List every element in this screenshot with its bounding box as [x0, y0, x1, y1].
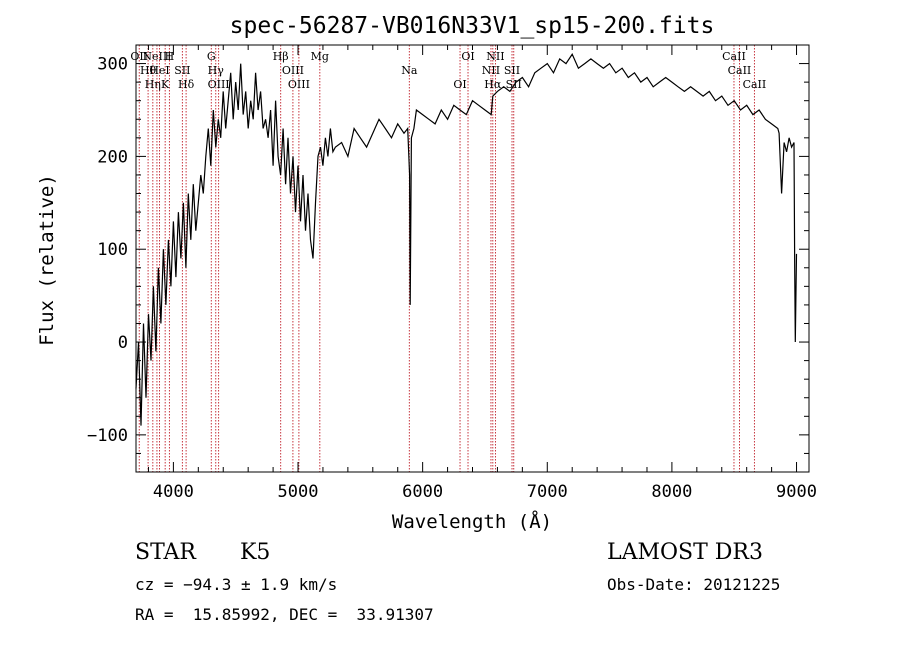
redshift-text: cz = −94.3 ± 1.9 km/s — [135, 575, 338, 594]
plot-frame — [135, 44, 810, 473]
spectral-line-label: OI — [461, 50, 474, 63]
subclass: K5 — [240, 540, 271, 565]
x-tick-label: 7000 — [527, 482, 568, 502]
y-tick-label: 300 — [97, 55, 128, 75]
spectral-line-label: CaII — [722, 50, 746, 63]
y-axis-label: Flux (relative) — [36, 174, 58, 346]
spectral-line-labels: OIIHθHηNeIIIHeIKHSIIHδGHγOIIIHβOIIIOIIIM… — [130, 50, 766, 91]
spectral-line-label: G — [207, 50, 216, 63]
spectral-line-label: OIII — [282, 64, 304, 77]
chart-title: spec-56287-VB016N33V1_sp15-200.fits — [230, 13, 715, 39]
spectral-line-label: Hθ — [140, 64, 157, 77]
spectrum-series-line — [135, 53, 798, 426]
spectral-line-label: Na — [401, 64, 418, 77]
y-tick-label: 0 — [118, 333, 128, 353]
spectral-line-label: SII — [174, 64, 190, 77]
spectral-line-label: OIII — [208, 78, 230, 91]
spectral-line-label: OIII — [288, 78, 310, 91]
spectral-line-label: Hα — [484, 78, 502, 91]
object-class: STAR — [135, 540, 196, 565]
spectral-line-label: NII — [482, 64, 500, 77]
x-axis-ticks: 4000 5000 6000 7000 8000 9000 — [147, 45, 817, 502]
spectral-line-label: H — [165, 50, 175, 63]
spectral-line-label: Hβ — [273, 50, 289, 63]
spectral-lines — [138, 45, 755, 472]
x-tick-label: 4000 — [153, 482, 194, 502]
spectral-line-label: K — [161, 78, 170, 91]
spectral-line-label: Mg — [311, 50, 329, 63]
spectral-line-label: OI — [453, 78, 466, 91]
y-tick-label: −100 — [87, 426, 128, 446]
survey-name: LAMOST DR3 — [607, 540, 763, 565]
y-axis-ticks: −100 0 100 200 300 — [87, 44, 809, 454]
spectral-line-label: OII — [130, 50, 148, 63]
coordinates: RA = 15.85992, DEC = 33.91307 — [135, 605, 434, 624]
spectral-line-label: Hγ — [208, 64, 225, 77]
spectral-line-label: CaII — [743, 78, 767, 91]
y-tick-label: 200 — [97, 147, 128, 167]
x-tick-label: 5000 — [278, 482, 319, 502]
spectral-line-label: CaII — [728, 64, 752, 77]
x-tick-label: 8000 — [651, 482, 692, 502]
spectral-line-label: NII — [486, 50, 504, 63]
x-tick-label: 9000 — [776, 482, 817, 502]
spectral-line-label: Hδ — [178, 78, 195, 91]
y-tick-label: 100 — [97, 240, 128, 260]
spectral-line-label: NeIII — [142, 50, 171, 63]
spectral-line-label: HeI — [149, 64, 169, 77]
x-tick-label: 6000 — [402, 482, 443, 502]
spectral-line-label: SII — [504, 64, 520, 77]
spectral-line-label: Hη — [145, 78, 161, 91]
x-axis-label: Wavelength (Å) — [392, 510, 552, 533]
obs-date: Obs-Date: 20121225 — [607, 575, 781, 594]
